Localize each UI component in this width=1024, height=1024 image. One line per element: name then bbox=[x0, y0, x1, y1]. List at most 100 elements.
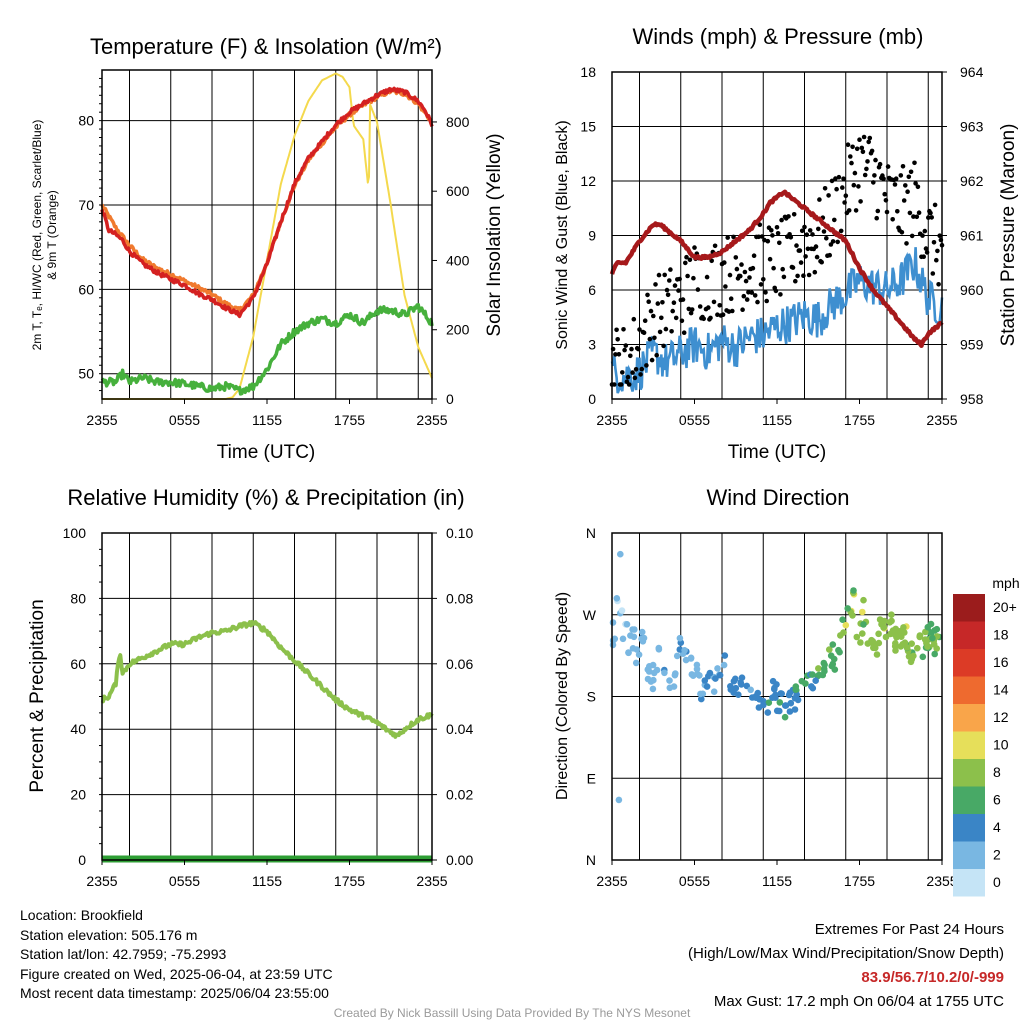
x-tick-label: 0555 bbox=[679, 412, 710, 428]
y-tick-label-right: 800 bbox=[446, 114, 470, 130]
gust-point bbox=[726, 309, 732, 314]
gust-point bbox=[653, 282, 658, 287]
legend-label: 0 bbox=[993, 874, 1001, 890]
direction-point bbox=[840, 629, 847, 636]
direction-point bbox=[735, 691, 742, 698]
temperature-grid bbox=[102, 70, 432, 399]
gust-point bbox=[649, 357, 655, 363]
gust-point bbox=[778, 292, 783, 297]
x-tick-label: 2355 bbox=[86, 873, 117, 889]
gust-point bbox=[858, 199, 863, 204]
x-tick-label: 1155 bbox=[252, 412, 282, 428]
gust-point bbox=[874, 215, 879, 221]
gust-point bbox=[909, 233, 915, 239]
gust-point bbox=[788, 235, 794, 240]
gust-point bbox=[680, 297, 686, 302]
max-gust: Max Gust: 17.2 mph On 06/04 at 1755 UTC bbox=[713, 993, 1004, 1010]
y-tick-label-right: 200 bbox=[446, 322, 470, 338]
x-tick-label: 2355 bbox=[416, 873, 447, 889]
gust-point bbox=[767, 256, 773, 262]
gust-point bbox=[775, 231, 781, 236]
direction-point bbox=[670, 683, 678, 690]
gust-point bbox=[777, 240, 782, 246]
gust-point bbox=[644, 363, 649, 368]
direction-title: Wind Direction bbox=[706, 485, 849, 510]
gust-point bbox=[930, 271, 936, 276]
gust-point bbox=[662, 272, 667, 278]
series-9m-t bbox=[100, 88, 433, 312]
gust-point bbox=[856, 184, 861, 189]
gust-point bbox=[906, 174, 912, 180]
legend-label: 12 bbox=[993, 709, 1009, 725]
gust-point bbox=[853, 208, 859, 213]
y-tick-label: 3 bbox=[588, 337, 596, 353]
gust-point bbox=[829, 178, 835, 184]
gust-point bbox=[738, 273, 743, 279]
direction-point bbox=[914, 644, 921, 652]
series-td bbox=[100, 303, 434, 396]
x-tick-label: 2355 bbox=[86, 412, 117, 428]
gust-point bbox=[743, 278, 749, 284]
legend-swatch bbox=[953, 594, 985, 622]
gust-point bbox=[804, 232, 810, 237]
gust-point bbox=[684, 254, 689, 260]
gust-point bbox=[725, 235, 730, 240]
speed-legend: 20+ 18 16 14 12 10 8 6 4 2 0 bbox=[953, 594, 1017, 897]
direction-point bbox=[625, 649, 632, 656]
gust-point bbox=[803, 254, 808, 259]
gust-point bbox=[871, 180, 876, 185]
y-tick-label-right: 958 bbox=[960, 391, 984, 407]
y-tick-label: 12 bbox=[580, 173, 596, 189]
temperature-frame bbox=[101, 69, 433, 400]
gust-point bbox=[692, 245, 697, 250]
gust-point bbox=[661, 343, 666, 349]
gust-point bbox=[676, 288, 681, 293]
gust-point bbox=[686, 306, 692, 312]
direction-point bbox=[875, 630, 882, 638]
gust-point bbox=[854, 146, 860, 152]
y-tick-label-right: 600 bbox=[446, 183, 470, 199]
legend-swatch bbox=[953, 676, 985, 704]
gust-point bbox=[898, 173, 904, 178]
temperature-xlabel: Time (UTC) bbox=[217, 442, 316, 463]
temperature-title: Temperature (F) & Insolation (W/m²) bbox=[90, 34, 442, 59]
gust-point bbox=[860, 149, 866, 155]
gust-point bbox=[612, 382, 617, 387]
gust-point bbox=[631, 316, 637, 322]
gust-point bbox=[663, 326, 669, 332]
credit-line: Created By Nick Bassill Using Data Provi… bbox=[333, 1006, 691, 1020]
y-tick-label-right: 962 bbox=[960, 173, 984, 189]
x-tick-label: 1755 bbox=[844, 873, 875, 889]
direction-point bbox=[908, 655, 916, 663]
gust-point bbox=[892, 182, 898, 187]
legend-swatch bbox=[953, 759, 985, 787]
gust-point bbox=[655, 301, 661, 306]
legend-label: 6 bbox=[993, 792, 1001, 808]
legend-label: 2 bbox=[993, 847, 1001, 863]
direction-point bbox=[737, 679, 744, 686]
y-tick-label: 100 bbox=[63, 525, 87, 541]
direction-point bbox=[929, 634, 936, 642]
gust-point bbox=[827, 252, 832, 258]
gust-point bbox=[645, 292, 650, 298]
gust-point bbox=[833, 176, 838, 181]
y-tick-label-right: 0.00 bbox=[446, 852, 473, 868]
direction-point bbox=[710, 688, 718, 695]
gust-point bbox=[841, 176, 846, 181]
legend-swatch bbox=[953, 621, 985, 649]
gust-point bbox=[928, 210, 933, 216]
direction-point bbox=[829, 660, 837, 668]
gust-point bbox=[806, 272, 812, 278]
x-tick-label: 2355 bbox=[596, 873, 627, 889]
direction-point bbox=[839, 616, 846, 623]
direction-point bbox=[635, 651, 643, 658]
gust-point bbox=[677, 276, 682, 282]
direction-point bbox=[853, 633, 861, 641]
direction-point bbox=[888, 617, 895, 625]
direction-point bbox=[765, 699, 773, 706]
gust-point bbox=[846, 208, 852, 213]
direction-point bbox=[815, 665, 822, 672]
direction-point bbox=[666, 677, 673, 684]
extremes-subtitle: (High/Low/Max Wind/Precipitation/Snow De… bbox=[688, 945, 1004, 962]
